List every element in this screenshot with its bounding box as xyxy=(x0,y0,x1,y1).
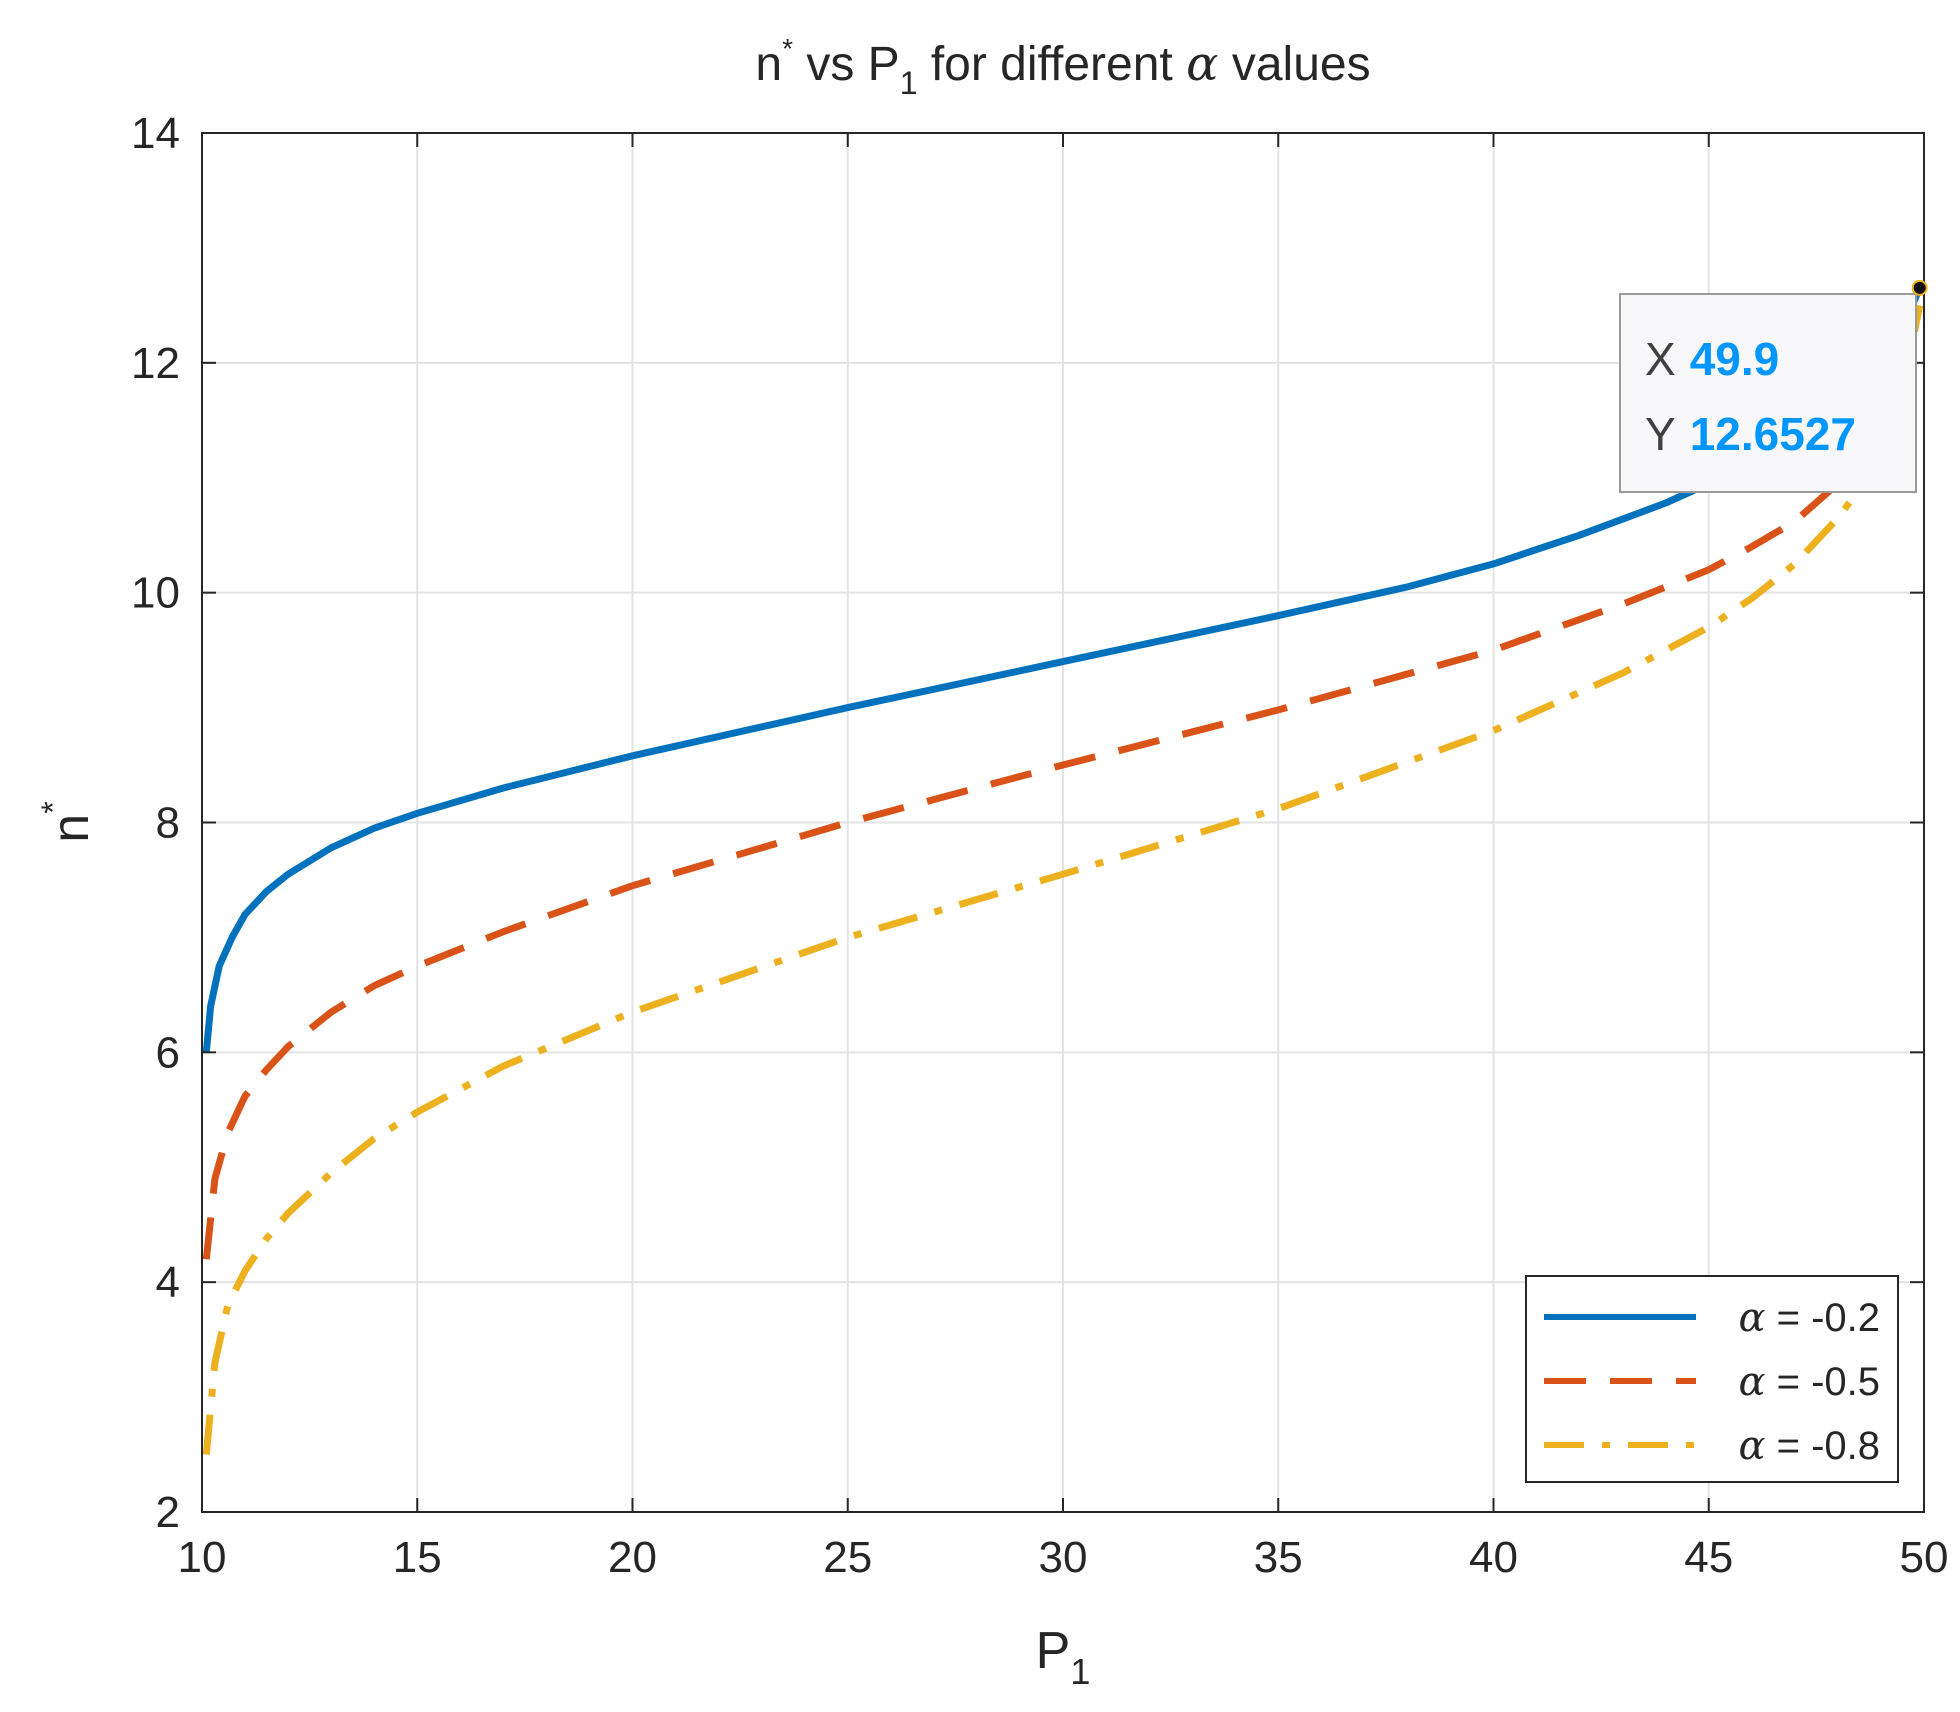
x-axis-label: P1 xyxy=(1036,1622,1091,1692)
y-tick-label: 8 xyxy=(156,799,180,848)
y-tick-label: 6 xyxy=(156,1028,180,1077)
x-tick-label: 20 xyxy=(608,1533,657,1582)
x-tick-label: 25 xyxy=(823,1533,872,1582)
x-tick-label: 15 xyxy=(393,1533,442,1582)
y-tick-label: 4 xyxy=(156,1258,180,1307)
x-tick-label: 50 xyxy=(1900,1533,1949,1582)
x-tick-label: 30 xyxy=(1039,1533,1088,1582)
x-tick-label: 10 xyxy=(178,1533,227,1582)
y-axis-label: n* xyxy=(35,801,100,842)
datatip-marker[interactable] xyxy=(1911,279,1928,296)
y-tick-label: 2 xyxy=(156,1488,180,1537)
tick-labels: 10 15 20 25 30 35 40 45 50 2 4 6 8 10 12 14 xyxy=(131,109,1948,1582)
x-tick-label: 35 xyxy=(1254,1533,1303,1582)
legend-label-alpha-0.8: α = -0.8 xyxy=(1738,1423,1880,1469)
y-tick-label: 10 xyxy=(131,569,180,618)
x-tick-label: 40 xyxy=(1469,1533,1518,1582)
datatip-box xyxy=(1619,293,1917,493)
legend-label-alpha-0.2: α = -0.2 xyxy=(1738,1295,1880,1341)
legend-box xyxy=(1525,1275,1899,1483)
datatip-x: X 49.9 xyxy=(1645,333,1779,385)
legend: α = -0.2 α = -0.5 α = -0.8 xyxy=(1525,1275,1899,1483)
ticks xyxy=(201,132,1925,1513)
chart-title: n* vs P1 for different α values xyxy=(755,33,1370,101)
legend-label-alpha-0.5: α = -0.5 xyxy=(1738,1359,1880,1405)
series-line-2[interactable] xyxy=(202,304,1924,1260)
datatip[interactable]: X 49.9 Y 12.6527 xyxy=(1619,279,1928,493)
x-tick-label: 45 xyxy=(1684,1533,1733,1582)
y-tick-label: 14 xyxy=(131,109,180,158)
y-tick-label: 12 xyxy=(131,339,180,388)
datatip-y: Y 12.6527 xyxy=(1645,408,1856,460)
